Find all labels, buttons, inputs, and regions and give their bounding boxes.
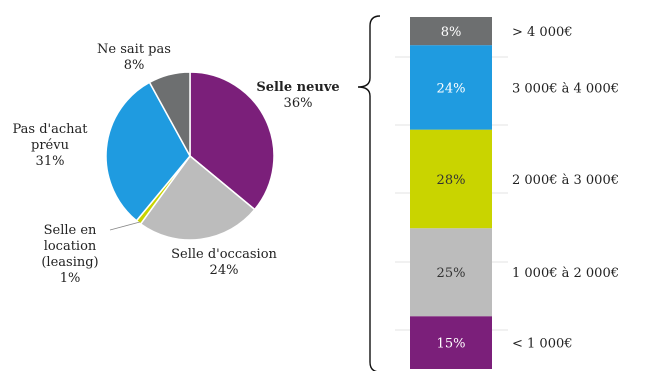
- bar-segment-value: 24%: [437, 81, 466, 96]
- pie-slice: [139, 154, 256, 241]
- pie-slice-label: Ne sait pas 8%: [97, 42, 171, 73]
- bar-segment-label: 1 000€ à 2 000€: [512, 266, 619, 281]
- bar-segment-value: 15%: [437, 337, 466, 352]
- bar-segment: [410, 129, 492, 229]
- pie-slice: [105, 81, 191, 222]
- bar-segment: [410, 228, 492, 317]
- pie-slice-label: Selle en location (leasing) 1%: [41, 223, 98, 286]
- bar-segment-value: 28%: [437, 173, 466, 188]
- pie-slice: [148, 71, 191, 157]
- leader-line: [109, 221, 141, 231]
- bar-segment: [410, 45, 492, 130]
- brace-connector: [357, 15, 381, 371]
- bar-segment-label: < 1 000€: [512, 337, 573, 352]
- bar-segment-label: 2 000€ à 3 000€: [512, 173, 619, 188]
- pie-slice-label: Pas d'achat prévu 31%: [13, 122, 89, 169]
- bar-segment: [410, 17, 492, 46]
- pie-slice-label: Selle d'occasion 24%: [171, 247, 277, 278]
- bar-segment: [410, 316, 492, 369]
- bar-segment-label: > 4 000€: [512, 25, 573, 40]
- pie-slice-label: Selle neuve 36%: [256, 80, 339, 111]
- bar-segment-value: 25%: [437, 266, 466, 281]
- pie-slice: [189, 71, 275, 211]
- bar-segment-label: 3 000€ à 4 000€: [512, 81, 619, 96]
- bar-segment-value: 8%: [441, 25, 462, 40]
